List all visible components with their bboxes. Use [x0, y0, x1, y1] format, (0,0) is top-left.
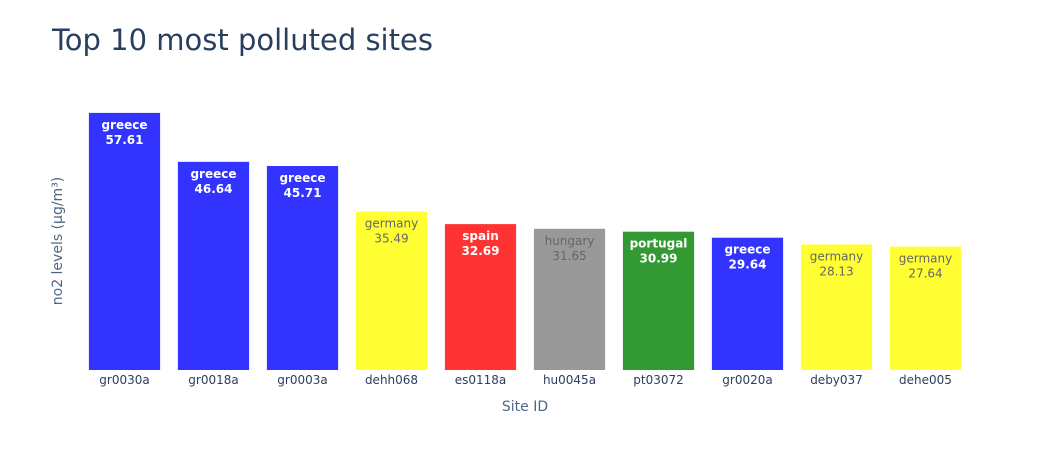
bar-gr0020a	[711, 237, 784, 370]
bar-pt03072	[622, 231, 695, 370]
bar-value-label: 30.99	[640, 252, 678, 266]
x-tick-pt03072: pt03072	[633, 373, 684, 387]
bar-country-label: greece	[101, 118, 147, 132]
bar-gr0030a	[88, 112, 161, 371]
bar-hu0045a	[533, 228, 606, 370]
bars-group	[88, 112, 962, 371]
chart-title: Top 10 most polluted sites	[51, 23, 433, 57]
bar-deby037	[800, 244, 873, 370]
bar-value-label: 28.13	[819, 264, 853, 278]
bar-value-label: 27.64	[908, 267, 942, 281]
bar-value-label: 57.61	[106, 133, 144, 147]
bar-country-label: portugal	[630, 237, 688, 251]
bar-dehe005	[889, 246, 962, 370]
bar-gr0003a	[266, 166, 339, 370]
x-tick-gr0018a: gr0018a	[188, 373, 238, 387]
bar-country-label: germany	[365, 217, 418, 231]
bar-country-label: greece	[279, 171, 325, 185]
bar-value-label: 29.64	[729, 258, 767, 272]
x-tick-dehh068: dehh068	[365, 373, 418, 387]
x-axis-title: Site ID	[502, 399, 548, 415]
bar-country-label: hungary	[545, 234, 595, 248]
bar-value-label: 45.71	[284, 186, 322, 200]
bar-es0118a	[444, 224, 517, 370]
x-tick-gr0020a: gr0020a	[722, 373, 772, 387]
bar-labels-group: greece57.61greece46.64greece45.71germany…	[101, 118, 952, 281]
bar-country-label: germany	[899, 252, 952, 266]
bar-value-label: 46.64	[195, 182, 233, 196]
y-axis-title: no2 levels (μg/m³)	[50, 177, 66, 306]
x-tick-dehe005: dehe005	[899, 373, 952, 387]
x-tick-deby037: deby037	[810, 373, 863, 387]
bar-country-label: greece	[724, 243, 770, 257]
bar-dehh068	[355, 211, 428, 370]
bar-country-label: spain	[462, 229, 499, 243]
x-tick-gr0030a: gr0030a	[99, 373, 149, 387]
x-tick-gr0003a: gr0003a	[277, 373, 327, 387]
x-tick-hu0045a: hu0045a	[543, 373, 596, 387]
bar-value-label: 32.69	[462, 244, 500, 258]
bar-value-label: 31.65	[552, 249, 586, 263]
x-tick-es0118a: es0118a	[455, 373, 507, 387]
bar-gr0018a	[177, 161, 250, 370]
bar-value-label: 35.49	[374, 232, 408, 246]
bar-country-label: germany	[810, 249, 863, 263]
x-tick-labels: gr0030a gr0018a gr0003a dehh068 es0118a hu004…	[99, 373, 952, 387]
bar-country-label: greece	[190, 167, 236, 181]
